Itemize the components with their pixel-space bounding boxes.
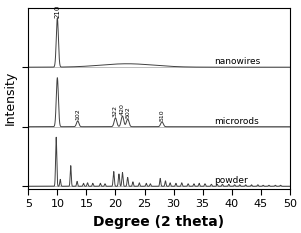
Text: microrods: microrods	[214, 117, 259, 126]
Text: 502: 502	[125, 106, 130, 118]
Text: 510: 510	[160, 110, 164, 121]
X-axis label: Degree (2 theta): Degree (2 theta)	[94, 215, 225, 229]
Text: 210: 210	[54, 4, 60, 18]
Y-axis label: Intensity: Intensity	[4, 71, 17, 125]
Text: 420: 420	[120, 103, 125, 115]
Text: nanowires: nanowires	[214, 57, 261, 66]
Text: 322: 322	[113, 105, 118, 117]
Text: powder: powder	[214, 176, 248, 185]
Text: 102: 102	[75, 109, 80, 120]
